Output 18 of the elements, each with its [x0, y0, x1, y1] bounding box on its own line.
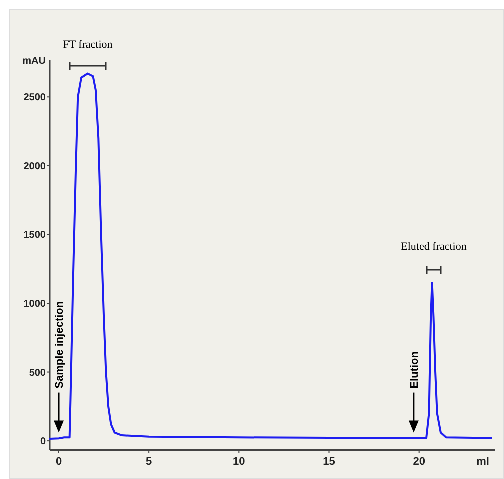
x-tick-label: 15 — [323, 456, 336, 468]
annotation: Sample injection — [54, 301, 66, 389]
y-tick-label: 1000 — [24, 298, 46, 310]
y-axis-title: mAU — [22, 56, 46, 67]
x-axis-title: ml — [476, 456, 490, 468]
annotation: Eluted fraction — [401, 241, 468, 253]
x-tick-label: 10 — [233, 456, 246, 468]
annotation: Elution — [408, 351, 421, 389]
y-tick-label: 2500 — [24, 92, 46, 104]
x-tick-label: 0 — [56, 456, 62, 468]
y-tick-label: 500 — [29, 368, 46, 379]
y-tick-label: 0 — [40, 436, 46, 448]
y-tick-label: 2000 — [24, 161, 46, 172]
x-tick-label: 5 — [146, 456, 152, 468]
line-series — [49, 72, 492, 440]
text: FT fraction — [63, 39, 114, 51]
x-tick-label: 20 — [413, 456, 426, 468]
y-tick-label: 1500 — [24, 230, 46, 242]
